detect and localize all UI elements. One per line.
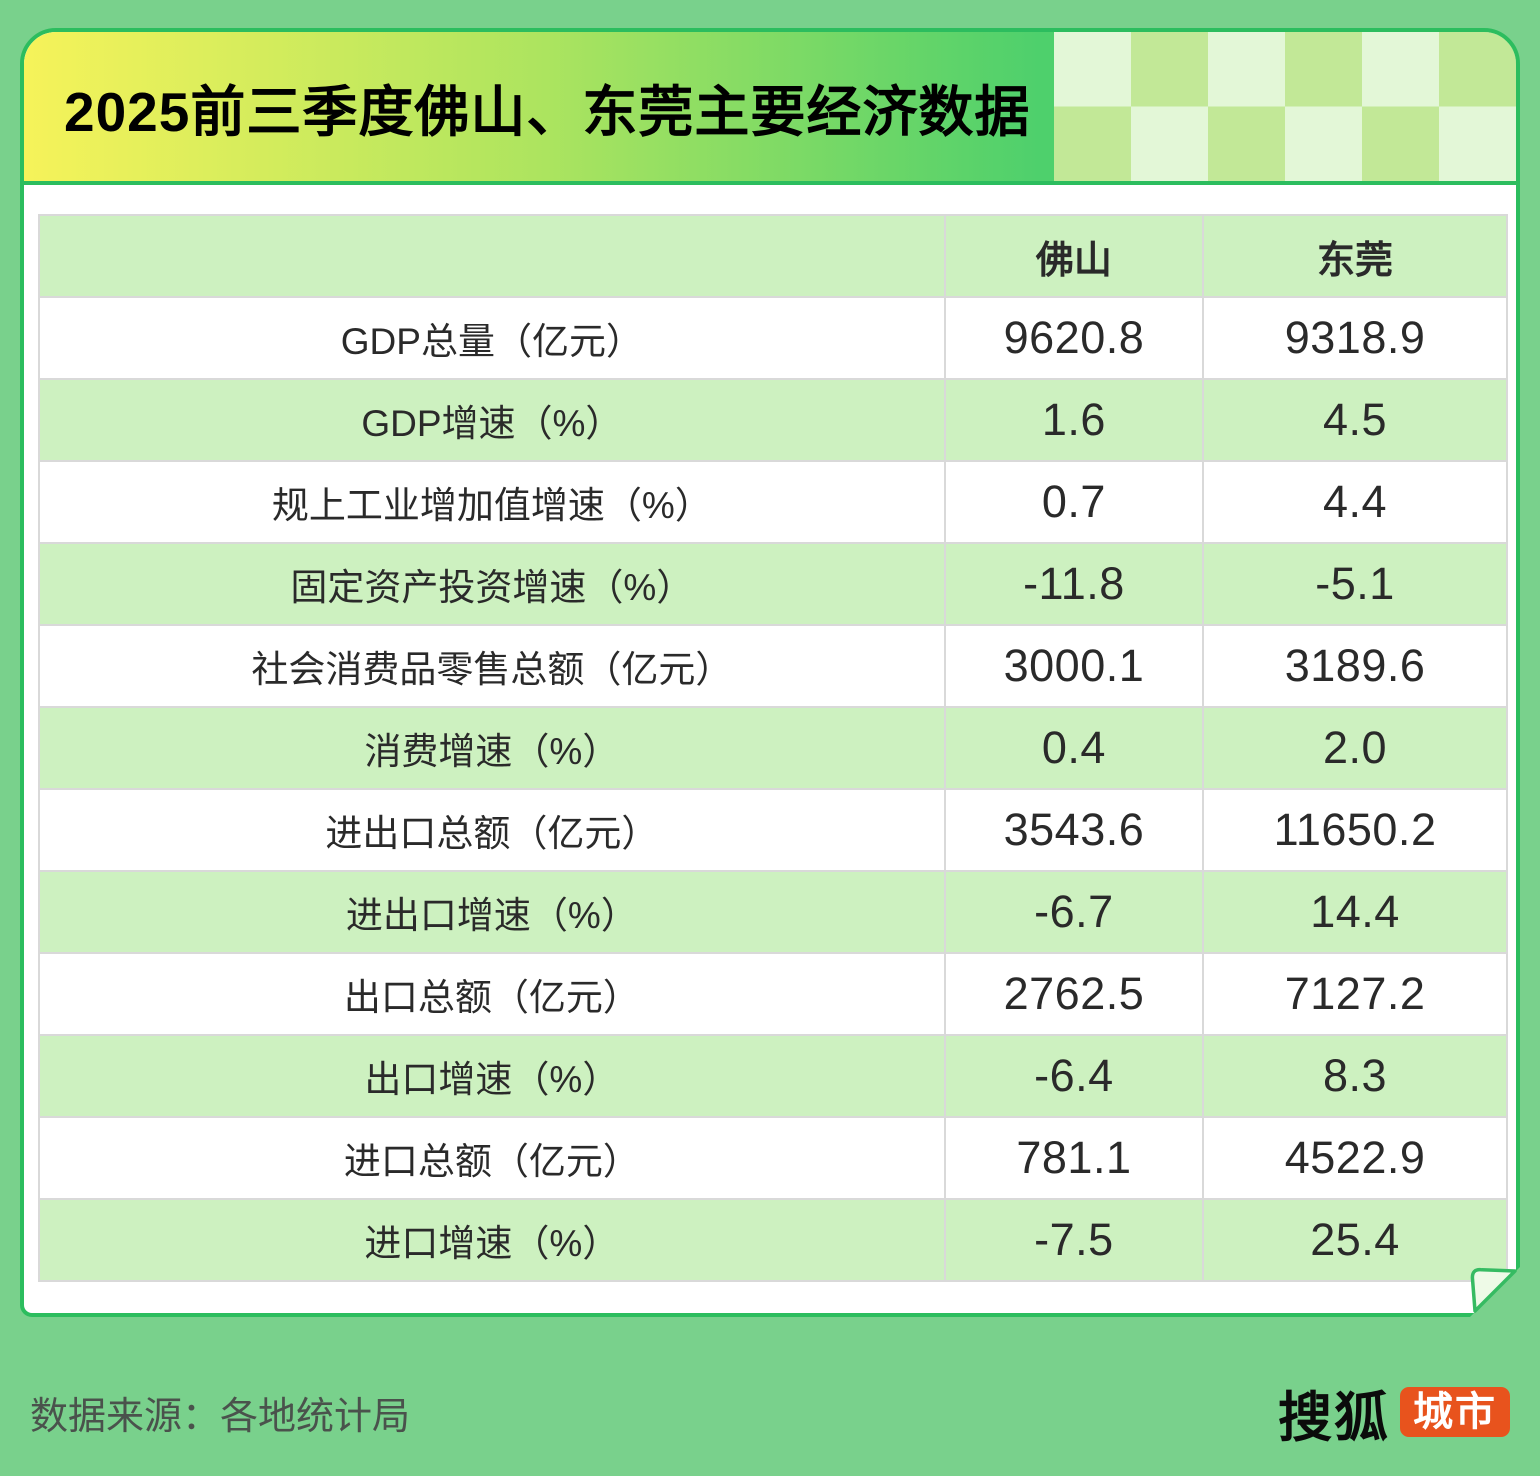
row-value-dongguan: 14.4: [1202, 870, 1508, 954]
row-label: GDP总量（亿元）: [38, 296, 946, 380]
logo-wordmark: 搜狐: [1278, 1387, 1390, 1448]
title-banner: 2025前三季度佛山、东莞主要经济数据: [24, 32, 1516, 185]
row-label: 规上工业增加值增速（%）: [38, 460, 946, 544]
row-value-foshan: 2762.5: [943, 952, 1205, 1036]
row-label: 消费增速（%）: [38, 706, 946, 790]
row-label: 进出口总额（亿元）: [38, 788, 946, 872]
table-row: 进口增速（%） -7.5 25.4: [38, 1198, 1508, 1282]
infographic-card: 2025前三季度佛山、东莞主要经济数据 佛山 东莞 GDP总量（亿元） 9620…: [20, 28, 1520, 1317]
row-value-foshan: -6.4: [943, 1034, 1205, 1118]
table-header-row: 佛山 东莞: [38, 214, 1508, 298]
row-value-foshan: 3543.6: [943, 788, 1205, 872]
row-value-dongguan: 7127.2: [1202, 952, 1508, 1036]
table-row: 社会消费品零售总额（亿元） 3000.1 3189.6: [38, 624, 1508, 708]
row-value-foshan: -7.5: [943, 1198, 1205, 1282]
row-value-dongguan: 8.3: [1202, 1034, 1508, 1118]
row-label: 进出口增速（%）: [38, 870, 946, 954]
row-value-dongguan: 9318.9: [1202, 296, 1508, 380]
row-label: 进口总额（亿元）: [38, 1116, 946, 1200]
header-dongguan: 东莞: [1202, 214, 1508, 298]
row-value-foshan: 1.6: [943, 378, 1205, 462]
row-value-foshan: -6.7: [943, 870, 1205, 954]
header-indicator-cell: [38, 214, 946, 298]
table-body: GDP总量（亿元） 9620.8 9318.9 GDP增速（%） 1.6 4.5…: [38, 296, 1508, 1282]
row-label: 社会消费品零售总额（亿元）: [38, 624, 946, 708]
page-title: 2025前三季度佛山、东莞主要经济数据: [64, 80, 1031, 143]
row-value-foshan: -11.8: [943, 542, 1205, 626]
row-value-foshan: 0.4: [943, 706, 1205, 790]
footer: 数据来源：各地统计局 搜狐 城市: [0, 1372, 1540, 1452]
row-value-dongguan: 4522.9: [1202, 1116, 1508, 1200]
data-source-note: 数据来源：各地统计局: [30, 1395, 411, 1438]
row-value-dongguan: -5.1: [1202, 542, 1508, 626]
table-row: 进口总额（亿元） 781.1 4522.9: [38, 1116, 1508, 1200]
row-value-foshan: 9620.8: [943, 296, 1205, 380]
table-row: 规上工业增加值增速（%） 0.7 4.4: [38, 460, 1508, 544]
row-value-dongguan: 25.4: [1202, 1198, 1508, 1282]
row-value-dongguan: 11650.2: [1202, 788, 1508, 872]
row-value-dongguan: 3189.6: [1202, 624, 1508, 708]
table-row: 出口总额（亿元） 2762.5 7127.2: [38, 952, 1508, 1036]
table-row: 出口增速（%） -6.4 8.3: [38, 1034, 1508, 1118]
checker-pattern: [1054, 32, 1516, 181]
table-row: 进出口增速（%） -6.7 14.4: [38, 870, 1508, 954]
table-row: GDP增速（%） 1.6 4.5: [38, 378, 1508, 462]
table-row: 消费增速（%） 0.4 2.0: [38, 706, 1508, 790]
row-value-foshan: 0.7: [943, 460, 1205, 544]
page-fold-corner: [1470, 1267, 1520, 1317]
logo-city-badge: 城市: [1400, 1387, 1510, 1437]
table-row: 进出口总额（亿元） 3543.6 11650.2: [38, 788, 1508, 872]
sohu-city-logo: 搜狐 城市: [1278, 1373, 1510, 1452]
row-value-dongguan: 4.4: [1202, 460, 1508, 544]
row-value-foshan: 781.1: [943, 1116, 1205, 1200]
row-label: 出口增速（%）: [38, 1034, 946, 1118]
row-label: 固定资产投资增速（%）: [38, 542, 946, 626]
row-value-dongguan: 4.5: [1202, 378, 1508, 462]
economic-data-table: 佛山 东莞 GDP总量（亿元） 9620.8 9318.9 GDP增速（%） 1…: [38, 214, 1508, 1282]
table-container: 佛山 东莞 GDP总量（亿元） 9620.8 9318.9 GDP增速（%） 1…: [38, 214, 1508, 1282]
table-row: GDP总量（亿元） 9620.8 9318.9: [38, 296, 1508, 380]
row-label: 出口总额（亿元）: [38, 952, 946, 1036]
row-value-foshan: 3000.1: [943, 624, 1205, 708]
row-value-dongguan: 2.0: [1202, 706, 1508, 790]
row-label: GDP增速（%）: [38, 378, 946, 462]
table-row: 固定资产投资增速（%） -11.8 -5.1: [38, 542, 1508, 626]
row-label: 进口增速（%）: [38, 1198, 946, 1282]
header-foshan: 佛山: [943, 214, 1205, 298]
